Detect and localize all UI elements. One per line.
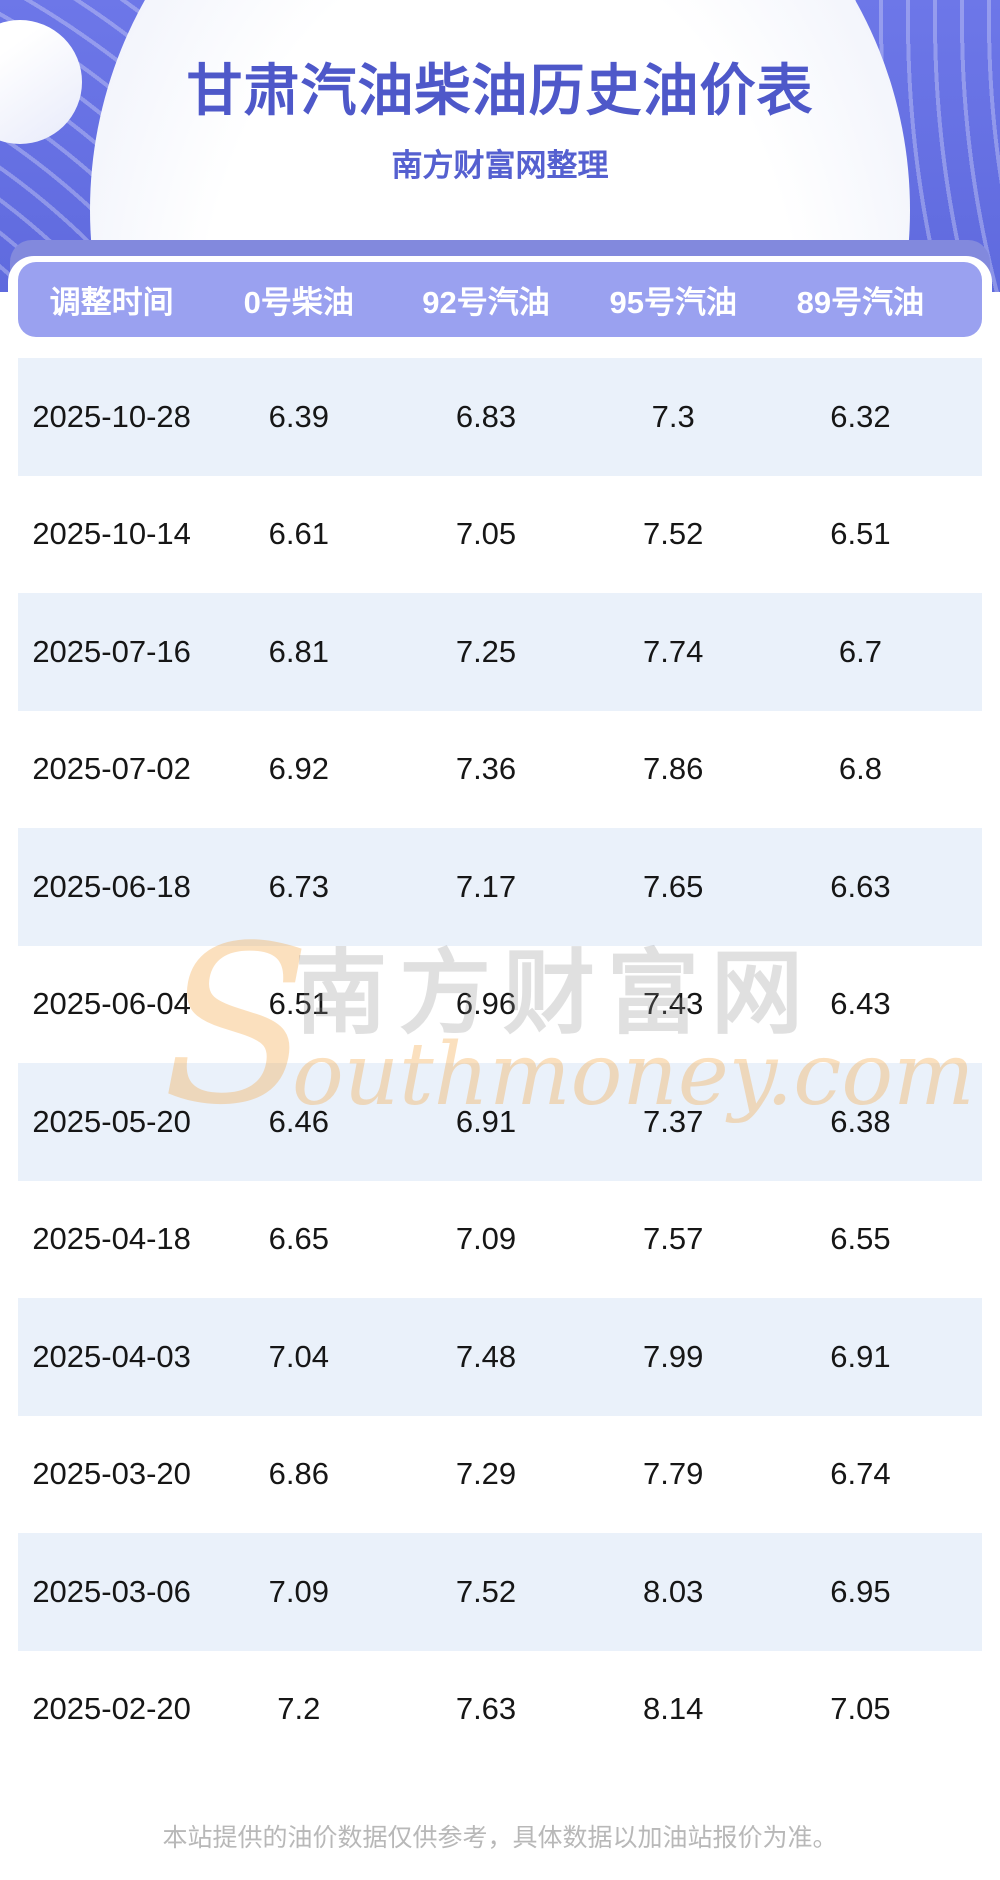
table-cell: 2025-06-04 (32, 986, 191, 1022)
table-row: 2025-07-02 6.92 7.36 7.86 6.8 (18, 711, 982, 829)
table-cell: 6.51 (830, 516, 891, 552)
table-cell: 8.03 (643, 1573, 704, 1609)
table-cell: 6.91 (830, 1338, 891, 1374)
table-cell: 2025-03-06 (32, 1573, 191, 1609)
table-cell: 7.99 (643, 1338, 704, 1374)
table-cell: 6.39 (268, 398, 329, 434)
table-cell: 7.2 (277, 1691, 321, 1727)
table-cell: 6.7 (838, 633, 882, 669)
table-body: 2025-10-28 6.39 6.83 7.3 6.32 2025-10-14 6.61 7… (18, 358, 982, 1768)
table-cell: 6.74 (830, 1456, 891, 1492)
table-cell: 6.8 (838, 751, 882, 787)
table-row: 2025-10-14 6.61 7.05 7.52 6.51 (18, 476, 982, 594)
table-cell: 7.29 (455, 1456, 517, 1492)
table-cell: 7.3 (651, 398, 695, 434)
column-header: 92号汽油 (422, 285, 550, 320)
column-header: 0号柴油 (243, 285, 354, 320)
table-cell: 2025-07-02 (32, 751, 191, 787)
table-cell: 2025-04-03 (32, 1338, 191, 1374)
table-cell: 6.96 (455, 986, 517, 1022)
table-cell: 6.95 (830, 1573, 891, 1609)
table-cell: 7.63 (455, 1691, 517, 1727)
table-cell: 7.48 (455, 1338, 517, 1374)
table-cell: 6.81 (268, 633, 329, 669)
table-cell: 2025-10-28 (32, 398, 191, 434)
table-cell: 7.57 (643, 1221, 704, 1257)
table-cell: 6.73 (268, 868, 329, 904)
page-subtitle: 南方财富网整理 (391, 148, 609, 183)
table-row: 2025-04-03 7.04 7.48 7.99 6.91 (18, 1298, 982, 1416)
footer-disclaimer: 本站提供的油价数据仅供参考，具体数据以加油站报价为准。 (162, 1824, 838, 1852)
column-header: 调整时间 (49, 285, 174, 320)
table-cell: 7.25 (455, 633, 517, 669)
table-row: 2025-10-28 6.39 6.83 7.3 6.32 (18, 358, 982, 476)
table-cell: 7.09 (455, 1221, 517, 1257)
table-row: 2025-02-20 7.2 7.63 8.14 7.05 (18, 1651, 982, 1769)
table-cell: 7.74 (643, 633, 704, 669)
table-cell: 6.51 (268, 986, 329, 1022)
table-cell: 7.65 (643, 868, 704, 904)
table-cell: 7.79 (643, 1456, 704, 1492)
table-cell: 7.36 (455, 751, 517, 787)
table-row: 2025-03-20 6.86 7.29 7.79 6.74 (18, 1416, 982, 1534)
table-row: 2025-03-06 7.09 7.52 8.03 6.95 (18, 1533, 982, 1651)
table-cell: 2025-04-18 (32, 1221, 191, 1257)
table-cell: 6.46 (268, 1103, 329, 1139)
column-header: 89号汽油 (796, 285, 925, 320)
table-cell: 6.92 (268, 751, 329, 787)
table-cell: 7.43 (643, 986, 704, 1022)
table-cell: 6.43 (830, 986, 891, 1022)
table-cell: 2025-03-20 (32, 1456, 191, 1492)
table-cell: 6.38 (830, 1103, 891, 1139)
table-cell: 7.86 (643, 751, 704, 787)
table-cell: 6.91 (455, 1103, 517, 1139)
table-cell: 6.65 (268, 1221, 329, 1257)
table-cell: 6.83 (455, 398, 517, 434)
table-row: 2025-07-16 6.81 7.25 7.74 6.7 (18, 593, 982, 711)
table-cell: 6.63 (830, 868, 891, 904)
table-cell: 2025-10-14 (32, 516, 191, 552)
table-cell: 6.61 (268, 516, 329, 552)
table-row: 2025-04-18 6.65 7.09 7.57 6.55 (18, 1181, 982, 1299)
table-cell: 2025-07-16 (32, 633, 191, 669)
table-header-row: 调整时间 0号柴油 92号汽油 95号汽油 89号汽油 (18, 262, 982, 337)
table-cell: 7.09 (268, 1573, 329, 1609)
table-row: 2025-06-04 6.51 6.96 7.43 6.43 (18, 946, 982, 1064)
page-title: 甘肃汽油柴油历史油价表 (186, 59, 814, 122)
table-row: 2025-05-20 6.46 6.91 7.37 6.38 (18, 1063, 982, 1181)
table-cell: 6.32 (830, 398, 891, 434)
table-cell: 7.37 (643, 1103, 704, 1139)
table-cell: 7.17 (455, 868, 517, 904)
table-cell: 6.86 (268, 1456, 329, 1492)
table-cell: 2025-06-18 (32, 868, 191, 904)
table-cell: 2025-02-20 (32, 1691, 191, 1727)
column-header: 95号汽油 (609, 285, 737, 320)
table-row: 2025-06-18 6.73 7.17 7.65 6.63 (18, 828, 982, 946)
table-cell: 7.04 (268, 1338, 329, 1374)
table-cell: 7.05 (455, 516, 517, 552)
table-cell: 7.52 (643, 516, 704, 552)
table-cell: 8.14 (643, 1691, 704, 1727)
table-cell: 7.05 (830, 1691, 891, 1727)
table-cell: 2025-05-20 (32, 1103, 191, 1139)
table-cell: 7.52 (455, 1573, 517, 1609)
table-cell: 6.55 (830, 1221, 891, 1257)
